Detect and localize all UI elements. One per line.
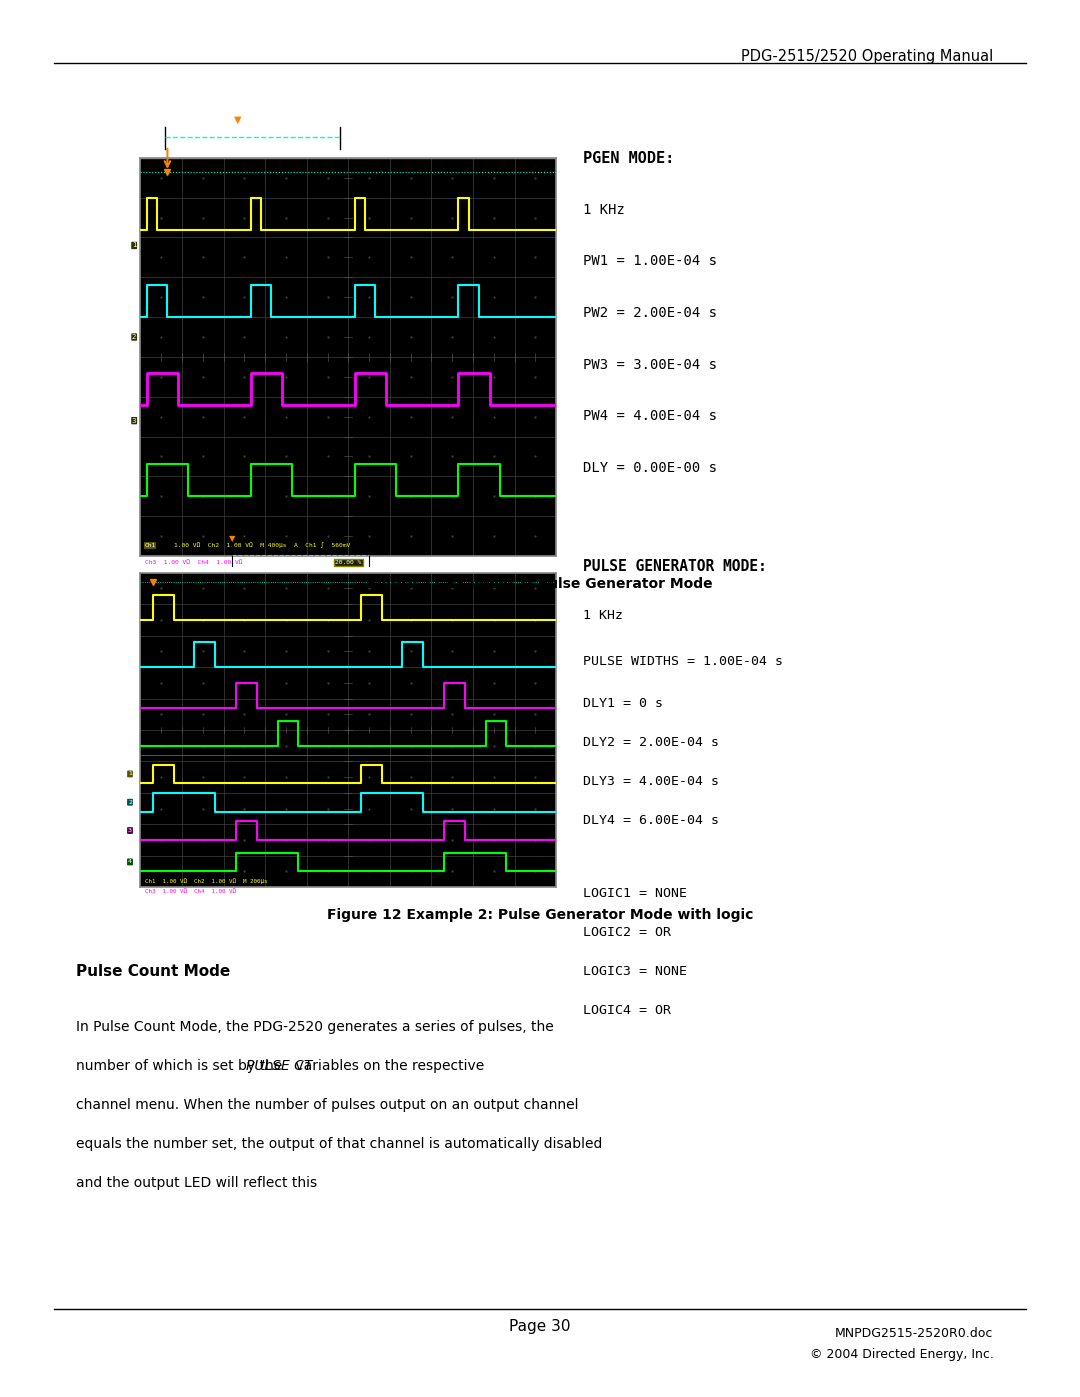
Text: ▼: ▼ — [234, 115, 242, 124]
Text: 1: 1 — [129, 771, 132, 777]
Text: DLY = 0.00E-00 s: DLY = 0.00E-00 s — [583, 461, 717, 475]
Text: 2: 2 — [132, 334, 136, 339]
Text: number of which is set by the: number of which is set by the — [76, 1059, 286, 1073]
Text: LOGIC2 = OR: LOGIC2 = OR — [583, 926, 671, 939]
Text: 20.00 %: 20.00 % — [335, 560, 362, 564]
Text: 1.00 VΩ  Ch2  1.00 VΩ  M 400μs  A  Ch1 ∫  560mV: 1.00 VΩ Ch2 1.00 VΩ M 400μs A Ch1 ∫ 560m… — [174, 542, 350, 548]
Text: DLY1 = 0 s: DLY1 = 0 s — [583, 697, 663, 710]
Text: 1 KHz: 1 KHz — [583, 609, 623, 622]
Text: In Pulse Count Mode, the PDG-2520 generates a series of pulses, the: In Pulse Count Mode, the PDG-2520 genera… — [76, 1020, 553, 1034]
Text: Figure 12 Example 2: Pulse Generator Mode with logic: Figure 12 Example 2: Pulse Generator Mod… — [327, 908, 753, 922]
Text: PW3 = 3.00E-04 s: PW3 = 3.00E-04 s — [583, 358, 717, 372]
Text: DLY4 = 6.00E-04 s: DLY4 = 6.00E-04 s — [583, 814, 719, 827]
Text: LOGIC1 = NONE: LOGIC1 = NONE — [583, 887, 687, 900]
Text: Ch3  1.00 VΩ  Ch4  1.00 VΩ: Ch3 1.00 VΩ Ch4 1.00 VΩ — [145, 560, 242, 564]
Text: LOGIC3 = NONE: LOGIC3 = NONE — [583, 965, 687, 978]
Text: variables on the respective: variables on the respective — [292, 1059, 484, 1073]
Text: 3: 3 — [129, 828, 132, 833]
Text: Figure 11 Example 1: Pulse Generator Mode: Figure 11 Example 1: Pulse Generator Mod… — [367, 577, 713, 591]
Text: 2: 2 — [129, 799, 132, 805]
Text: © 2004 Directed Energy, Inc.: © 2004 Directed Energy, Inc. — [810, 1348, 994, 1361]
Text: channel menu. When the number of pulses output on an output channel: channel menu. When the number of pulses … — [76, 1098, 578, 1112]
Text: Ch1: Ch1 — [145, 543, 156, 548]
Text: Page 30: Page 30 — [510, 1319, 570, 1334]
Text: Pulse Count Mode: Pulse Count Mode — [76, 964, 230, 979]
Text: equals the number set, the output of that channel is automatically disabled: equals the number set, the output of tha… — [76, 1137, 602, 1151]
Text: and the output LED will reflect this: and the output LED will reflect this — [76, 1176, 316, 1190]
Text: DLY2 = 2.00E-04 s: DLY2 = 2.00E-04 s — [583, 736, 719, 749]
Text: 1: 1 — [132, 243, 136, 249]
Text: LOGIC4 = OR: LOGIC4 = OR — [583, 1004, 671, 1017]
Text: 1 KHz: 1 KHz — [583, 203, 625, 217]
Text: MNPDG2515-2520R0.doc: MNPDG2515-2520R0.doc — [835, 1327, 994, 1340]
Text: PGEN MODE:: PGEN MODE: — [583, 151, 674, 166]
Text: Ch3  1.00 VΩ  Ch4  1.00 VΩ: Ch3 1.00 VΩ Ch4 1.00 VΩ — [145, 888, 235, 894]
Text: 3: 3 — [132, 418, 136, 423]
Text: PULSE CT: PULSE CT — [246, 1059, 312, 1073]
Text: PDG-2515/2520 Operating Manual: PDG-2515/2520 Operating Manual — [741, 49, 994, 64]
Text: ▼: ▼ — [229, 534, 235, 542]
Text: 4: 4 — [129, 859, 132, 865]
Text: DLY3 = 4.00E-04 s: DLY3 = 4.00E-04 s — [583, 775, 719, 788]
Text: PW4 = 4.00E-04 s: PW4 = 4.00E-04 s — [583, 409, 717, 423]
Text: Ch1  1.00 VΩ  Ch2  1.00 VΩ  M 200μs: Ch1 1.00 VΩ Ch2 1.00 VΩ M 200μs — [145, 877, 267, 884]
Text: PULSE GENERATOR MODE:: PULSE GENERATOR MODE: — [583, 559, 767, 574]
Text: PW2 = 2.00E-04 s: PW2 = 2.00E-04 s — [583, 306, 717, 320]
Text: PULSE WIDTHS = 1.00E-04 s: PULSE WIDTHS = 1.00E-04 s — [583, 655, 783, 668]
Text: PW1 = 1.00E-04 s: PW1 = 1.00E-04 s — [583, 254, 717, 268]
